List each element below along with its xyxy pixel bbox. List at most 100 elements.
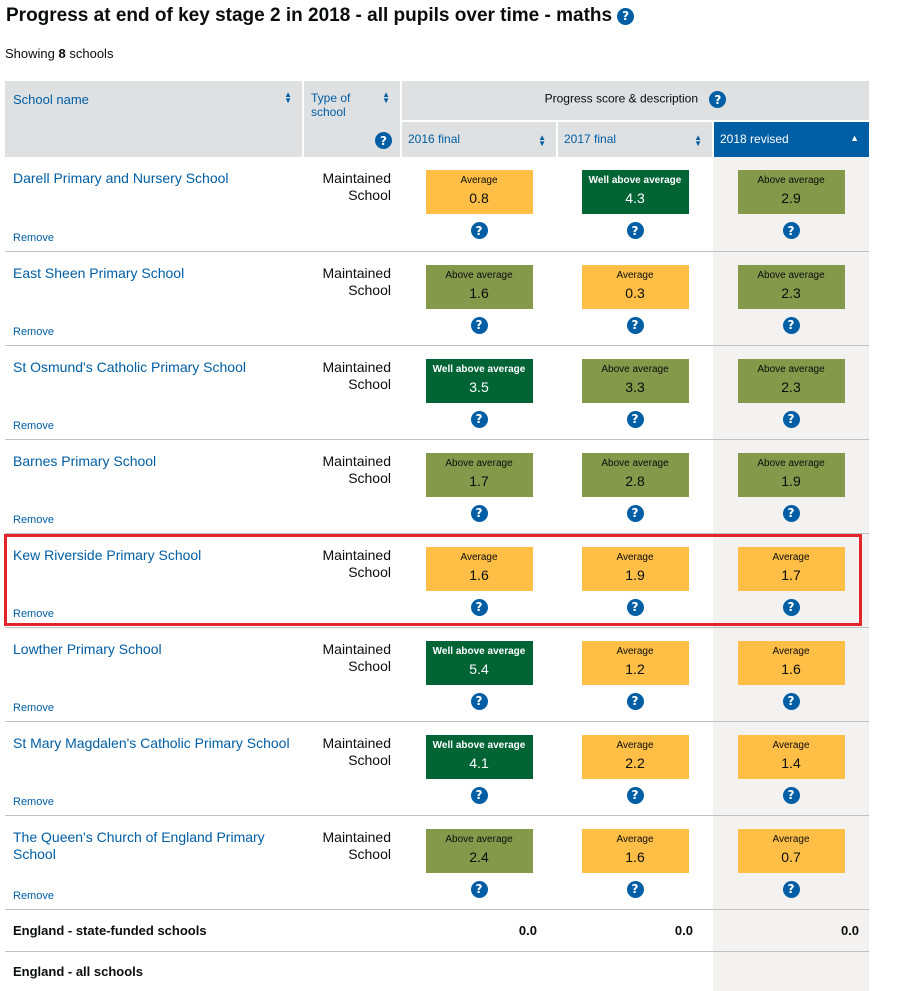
school-name-header-label: School name [13,92,89,107]
progress-description: Well above average [432,645,526,657]
remove-link[interactable]: Remove [13,419,54,432]
school-name-link[interactable]: Barnes Primary School [13,452,157,469]
school-name-cell: Barnes Primary School Remove [5,439,303,534]
help-icon[interactable]: ? [782,504,800,522]
remove-link[interactable]: Remove [13,889,54,902]
progress-score: 1.7 [469,472,489,489]
score-cell: Above average 2.3 ? [713,345,870,440]
column-header-school-name[interactable]: School name ▲ ▼ [5,81,304,157]
score-cell: Average 1.6 ? [557,815,713,910]
school-name-cell: Lowther Primary School Remove [5,627,303,722]
column-header-type-of-school[interactable]: Type of school ▲ ▼ ? [303,81,402,157]
help-icon[interactable]: ? [626,692,644,710]
progress-badge: Average 1.9 [581,546,689,591]
column-header-2018[interactable]: 2018 revised ▲ [711,120,870,157]
progress-score: 2.3 [781,378,801,395]
progress-score: 3.3 [625,378,645,395]
help-icon[interactable]: ? [626,504,644,522]
column-header-2016[interactable]: 2016 final ▲ ▼ [401,120,557,157]
score-cell: Well above average 5.4 ? [401,627,557,722]
table-row: Lowther Primary School Remove Maintained… [5,627,870,722]
school-name-link[interactable]: St Osmund's Catholic Primary School [13,358,246,375]
school-name-link[interactable]: Darell Primary and Nursery School [13,170,229,186]
school-name-link[interactable]: Kew Riverside Primary School [13,546,202,563]
progress-score: 1.2 [625,660,645,677]
totals-value: 0.0 [557,909,713,952]
score-cell: Above average 2.9 ? [713,157,870,252]
help-icon[interactable]: ? [626,598,644,616]
table-row: Barnes Primary School Remove Maintained … [5,439,870,534]
school-type-cell: Maintained School [303,721,401,816]
help-icon[interactable]: ? [470,222,488,239]
help-icon[interactable]: ? [470,504,488,522]
totals-value [557,951,713,991]
column-header-2017[interactable]: 2017 final ▲ ▼ [556,120,713,157]
help-icon[interactable]: ? [470,880,488,898]
help-icon[interactable]: ? [626,880,644,898]
school-name-link[interactable]: St Mary Magdalen's Catholic Primary Scho… [13,734,290,751]
help-icon[interactable]: ? [782,692,800,710]
progress-badge: Well above average 4.1 [425,734,533,779]
progress-badge: Average 1.7 [737,546,845,591]
remove-link[interactable]: Remove [13,795,54,808]
score-cell: Well above average 4.1 ? [401,721,557,816]
help-icon[interactable]: ? [782,786,800,804]
help-icon[interactable]: ? [626,316,644,334]
sort-icon: ▲ ▼ [538,133,546,148]
help-icon[interactable]: ? [782,410,800,428]
score-cell: Above average 2.3 ? [713,251,870,346]
help-icon[interactable]: ? [709,91,727,108]
type-header-label: Type of school [311,91,351,119]
progress-badge: Average 0.8 [425,170,533,214]
progress-score: 1.6 [469,284,489,301]
score-cell: Above average 1.6 ? [401,251,557,346]
school-type-cell: Maintained School [303,345,401,440]
help-icon[interactable]: ? [626,786,644,804]
help-icon[interactable]: ? [782,316,800,334]
remove-link[interactable]: Remove [13,325,54,338]
help-icon[interactable]: ? [375,132,392,149]
help-icon[interactable]: ? [470,316,488,334]
progress-badge: Well above average 5.4 [425,640,533,685]
progress-description: Average [616,739,654,751]
table-row: St Osmund's Catholic Primary School Remo… [5,345,870,440]
school-type-cell: Maintained School [303,533,401,628]
progress-badge: Average 1.6 [581,828,689,873]
progress-badge: Above average 2.9 [737,170,845,214]
remove-link[interactable]: Remove [13,701,54,714]
totals-label: England - state-funded schools [5,909,401,952]
help-icon[interactable]: ? [626,222,644,239]
help-icon[interactable]: ? [470,786,488,804]
help-icon[interactable]: ? [626,410,644,428]
progress-description: Average [772,833,810,845]
totals-label: England - all schools [13,963,144,979]
help-icon[interactable]: ? [782,598,800,616]
year-header-label: 2017 final [564,132,617,146]
school-name-link[interactable]: The Queen's Church of England Primary Sc… [13,828,265,862]
help-icon[interactable]: ? [782,880,800,898]
remove-link[interactable]: Remove [13,607,54,620]
progress-score: 2.3 [781,284,801,301]
help-icon[interactable]: ? [470,410,488,428]
table-row: St Mary Magdalen's Catholic Primary Scho… [5,721,870,816]
progress-score: 4.3 [625,190,645,206]
progress-description: Average [460,175,498,186]
score-cell: Average 1.7 ? [713,533,870,628]
help-icon[interactable]: ? [617,7,635,25]
score-cell: Average 1.2 ? [557,627,713,722]
help-icon[interactable]: ? [782,222,800,239]
remove-link[interactable]: Remove [13,513,54,526]
school-name-cell: St Osmund's Catholic Primary School Remo… [5,345,303,440]
school-name-link[interactable]: Lowther Primary School [13,640,162,657]
school-name-link[interactable]: East Sheen Primary School [13,264,185,281]
progress-group-label: Progress score & description [544,91,699,106]
showing-count: 8 [58,46,66,61]
help-icon[interactable]: ? [470,692,488,710]
remove-link[interactable]: Remove [13,231,54,244]
progress-description: Above average [445,833,513,845]
table-row: Kew Riverside Primary School Remove Main… [5,533,870,628]
progress-description: Well above average [432,739,526,751]
progress-description: Above average [757,457,825,469]
progress-badge: Average 1.4 [737,734,845,779]
help-icon[interactable]: ? [470,598,488,616]
